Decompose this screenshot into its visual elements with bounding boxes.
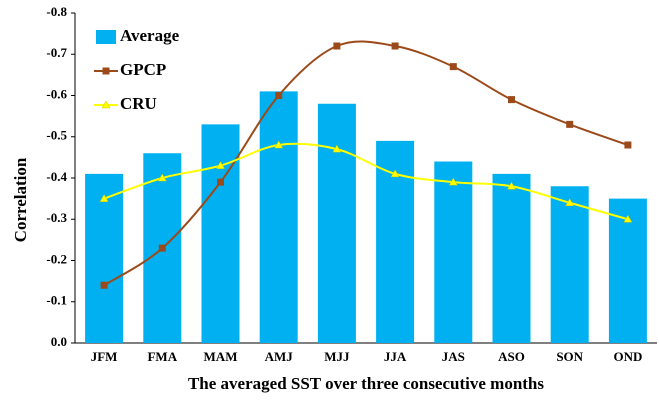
x-tick-label: OND: [613, 349, 642, 364]
x-tick-label: AMJ: [265, 349, 294, 364]
bar: [608, 198, 647, 343]
legend-label: CRU: [120, 94, 157, 113]
legend-label: Average: [120, 26, 180, 45]
y-axis-title: Correlation: [11, 157, 30, 242]
x-tick-label: MJJ: [324, 349, 350, 364]
marker: [390, 169, 400, 178]
x-tick-label: MAM: [204, 349, 238, 364]
marker: [507, 181, 516, 190]
legend-marker: [101, 100, 111, 109]
marker: [508, 96, 515, 104]
x-tick-label: ASO: [498, 349, 525, 364]
marker: [448, 177, 458, 186]
y-tick-label: -0.6: [46, 86, 67, 101]
marker: [449, 63, 457, 71]
marker: [333, 42, 341, 50]
marker: [100, 281, 108, 289]
marker: [99, 194, 109, 202]
bar: [434, 161, 473, 343]
legend-label: GPCP: [120, 60, 166, 79]
legend-marker: [102, 67, 110, 75]
marker: [158, 244, 166, 252]
marker: [624, 141, 632, 149]
marker: [391, 42, 399, 50]
x-tick-label: JAS: [442, 349, 465, 364]
x-axis-title: The averaged SST over three consecutive …: [188, 374, 544, 393]
x-tick-label: JFM: [91, 349, 118, 364]
y-tick-label: -0.2: [46, 251, 67, 266]
y-tick-label: -0.3: [46, 210, 67, 225]
marker: [217, 178, 224, 186]
bar: [259, 91, 298, 343]
y-tick-label: -0.1: [46, 293, 67, 308]
bar: [550, 186, 589, 343]
marker: [623, 214, 633, 223]
x-tick-label: SON: [556, 349, 583, 364]
y-tick-label: -0.7: [46, 45, 67, 60]
y-tick-label: -0.8: [46, 4, 67, 19]
bar: [85, 173, 124, 343]
marker: [565, 198, 575, 206]
legend-swatch: [96, 30, 116, 44]
y-tick-label: 0.0: [51, 334, 67, 349]
y-tick-label: -0.4: [46, 169, 67, 184]
marker: [275, 92, 283, 99]
marker: [216, 161, 225, 169]
marker: [566, 120, 574, 128]
line: [103, 40, 629, 287]
marker: [274, 140, 284, 149]
x-tick-label: JJA: [384, 349, 407, 364]
line: [103, 142, 629, 221]
marker: [332, 144, 342, 153]
x-tick-label: FMA: [147, 349, 177, 364]
marker: [157, 173, 167, 182]
bar: [201, 124, 240, 343]
bar: [492, 173, 531, 343]
bar: [317, 103, 356, 343]
y-tick-label: -0.5: [46, 128, 67, 143]
